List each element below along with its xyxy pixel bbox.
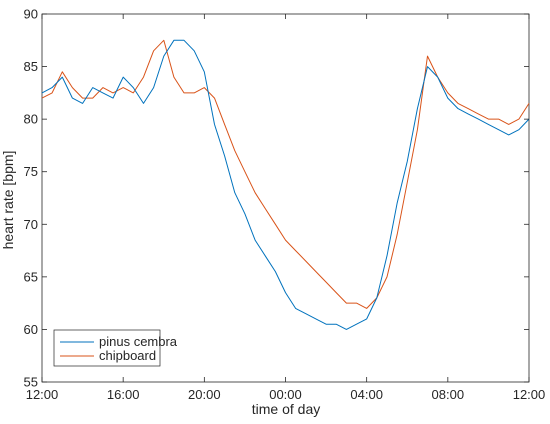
legend-label-chipboard: chipboard [99, 348, 156, 363]
y-tick-label: 90 [24, 7, 38, 22]
y-tick-label: 60 [24, 322, 38, 337]
y-tick-label: 85 [24, 59, 38, 74]
y-tick-label: 70 [24, 217, 38, 232]
x-tick-label: 20:00 [188, 387, 221, 402]
y-tick-label: 80 [24, 112, 38, 127]
series-line-chipboard [41, 39, 530, 309]
plot-area [41, 13, 530, 383]
x-axis-title: time of day [252, 401, 320, 417]
x-tick-label: 00:00 [269, 387, 302, 402]
x-tick-label: 08:00 [432, 387, 465, 402]
y-axis-ticks: 55 60 65 70 75 80 85 90 [24, 7, 529, 390]
y-tick-label: 55 [24, 375, 38, 390]
x-tick-label: 12:00 [513, 387, 546, 402]
plot-series [41, 39, 530, 330]
legend-label-pinus-cembra: pinus cembra [99, 334, 178, 349]
legend: pinus cembra chipboard [53, 329, 178, 367]
x-tick-label: 12:00 [26, 387, 59, 402]
y-axis-title: heart rate [bpm] [0, 151, 16, 250]
series-line-pinus-cembra [41, 39, 530, 330]
x-axis-ticks: 12:00 16:00 20:00 00:00 04:00 08:00 12:00 [26, 14, 546, 402]
legend-box [53, 329, 161, 367]
x-tick-label: 04:00 [350, 387, 383, 402]
x-tick-label: 16:00 [107, 387, 140, 402]
y-tick-label: 65 [24, 269, 38, 284]
y-tick-label: 75 [24, 164, 38, 179]
plot-frame [41, 13, 530, 383]
